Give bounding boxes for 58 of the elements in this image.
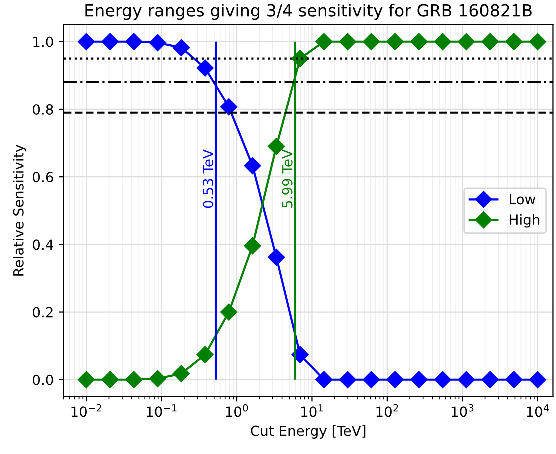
- y-tick-label: 0.8: [33, 104, 54, 115]
- y-tick-label: 0.0: [33, 374, 54, 386]
- y-tick-label: 0.6: [33, 172, 54, 183]
- point: [102, 371, 119, 388]
- point: [458, 371, 476, 388]
- x-tick-label: 10$^{2}$: [376, 404, 398, 418]
- point: [126, 33, 143, 50]
- point: [410, 371, 428, 388]
- point: [149, 34, 166, 52]
- point: [149, 370, 166, 388]
- x-tick-label: 10$^{0}$: [226, 404, 248, 418]
- point: [316, 371, 333, 388]
- point: [196, 60, 214, 77]
- point: [78, 33, 96, 50]
- point: [196, 346, 214, 364]
- point: [292, 346, 309, 364]
- ref-line-label: 0.53 TeV: [203, 150, 214, 208]
- point: [339, 33, 356, 50]
- x-axis-title: Cut Energy [TeV]: [251, 426, 366, 439]
- point: [126, 371, 143, 388]
- point: [339, 371, 356, 388]
- point: [482, 371, 499, 388]
- point: [529, 33, 546, 50]
- point: [434, 371, 452, 388]
- ref-line-label: 5.99 TeV: [282, 150, 293, 208]
- point: [529, 371, 546, 388]
- point: [386, 33, 404, 50]
- y-axis-title: Relative Sensitivity: [13, 144, 27, 276]
- point: [458, 33, 476, 50]
- y-tick-label: 0.2: [33, 307, 53, 318]
- point: [244, 237, 262, 255]
- point: [386, 371, 404, 388]
- point: [220, 98, 238, 116]
- chart-title: Energy ranges giving 3/4 sensitivity for GRB 160821B: [86, 4, 532, 20]
- point: [482, 33, 499, 50]
- y-tick-label: 1.0: [34, 36, 54, 48]
- y-tick-label: 0.4: [33, 240, 54, 250]
- x-tick-label: 10$^{−2}$: [72, 404, 102, 418]
- point: [78, 371, 96, 388]
- point: [506, 371, 523, 388]
- point: [220, 304, 238, 321]
- x-tick-label: 10$^{−1}$: [147, 404, 177, 418]
- point: [434, 33, 452, 50]
- point: [172, 39, 190, 57]
- legend-label: Low: [510, 194, 536, 205]
- x-tick-label: 10$^{3}$: [452, 404, 474, 418]
- x-tick-label: 10$^{4}$: [527, 404, 550, 418]
- point: [244, 157, 262, 174]
- point: [268, 248, 286, 266]
- x-tick-label: 10$^{1}$: [302, 404, 324, 418]
- point: [316, 33, 333, 50]
- point: [172, 365, 190, 382]
- point: [410, 33, 428, 50]
- legend-label: High: [510, 214, 540, 228]
- point: [102, 33, 119, 50]
- point: [363, 371, 380, 388]
- point: [363, 33, 380, 50]
- point: [506, 33, 523, 50]
